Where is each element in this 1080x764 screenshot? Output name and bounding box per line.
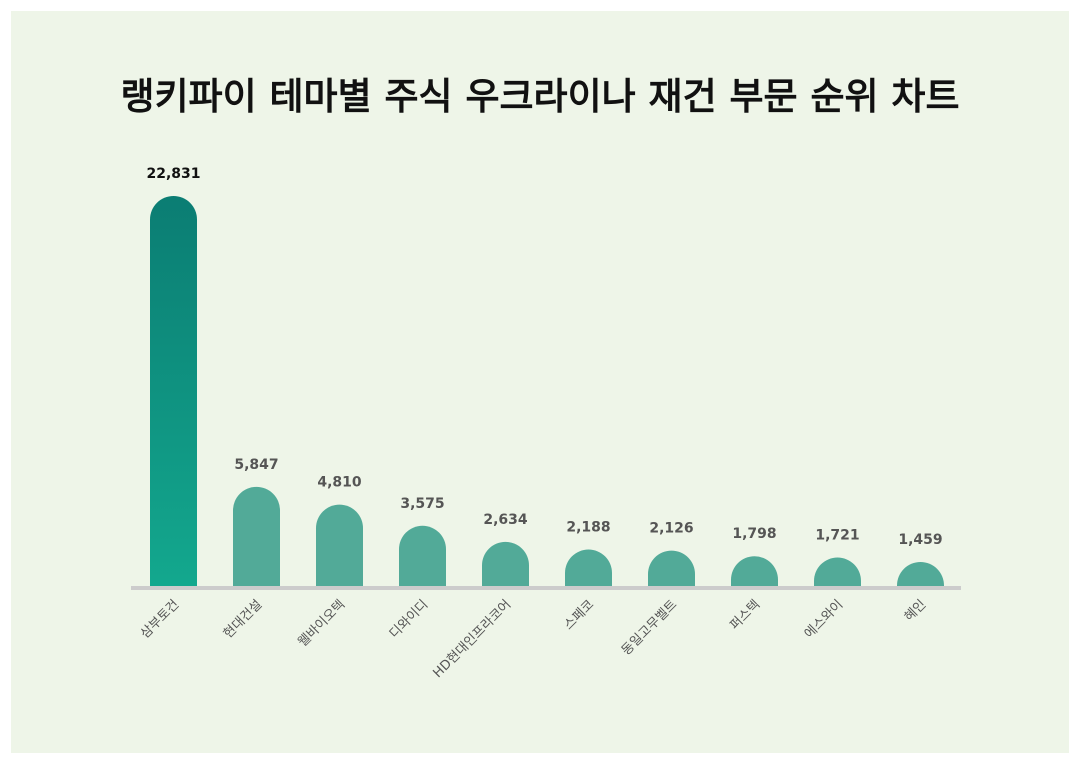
bar-2 xyxy=(233,486,280,587)
value-label-9: 1,721 xyxy=(815,528,859,544)
value-label-4: 3,575 xyxy=(400,496,444,512)
bar-5 xyxy=(482,541,529,587)
value-label-10: 1,459 xyxy=(898,532,942,548)
category-label-1: 삼부토건 xyxy=(138,597,182,641)
value-label-6: 2,188 xyxy=(566,520,610,536)
bars-group xyxy=(150,196,944,587)
value-label-2: 5,847 xyxy=(234,457,278,473)
bar-8 xyxy=(731,556,778,587)
bar-1 xyxy=(150,196,197,587)
value-label-8: 1,798 xyxy=(732,526,776,542)
bar-4 xyxy=(399,525,446,587)
value-label-1: 22,831 xyxy=(146,166,200,182)
category-label-6: 스페코 xyxy=(561,597,597,633)
value-label-7: 2,126 xyxy=(649,521,693,537)
bar-9 xyxy=(814,557,861,587)
category-label-7: 동일고무벨트 xyxy=(619,597,680,658)
category-label-8: 퍼스텍 xyxy=(727,597,763,633)
category-label-4: 디와이디 xyxy=(387,597,431,641)
category-label-10: 혜인 xyxy=(902,597,930,625)
bar-7 xyxy=(648,550,695,587)
bar-10 xyxy=(897,562,944,587)
bar-6 xyxy=(565,549,612,587)
value-label-5: 2,634 xyxy=(483,512,528,528)
category-label-2: 현대건설 xyxy=(221,597,265,641)
value-label-3: 4,810 xyxy=(317,475,362,491)
category-label-3: 웰바이오텍 xyxy=(295,597,348,650)
bar-3 xyxy=(316,504,363,587)
chart-title: 랭키파이 테마별 주식 우크라이나 재건 부문 순위 차트 xyxy=(120,75,960,118)
category-label-5: HD현대인프라코어 xyxy=(431,597,515,681)
labels-group: 22,831 삼부토건 5,847 현대건설 4,810 웰바이오텍 3,575 디와이디 2,… xyxy=(138,166,943,681)
category-label-9: 에스와이 xyxy=(802,597,846,641)
x-axis-baseline xyxy=(131,586,961,590)
